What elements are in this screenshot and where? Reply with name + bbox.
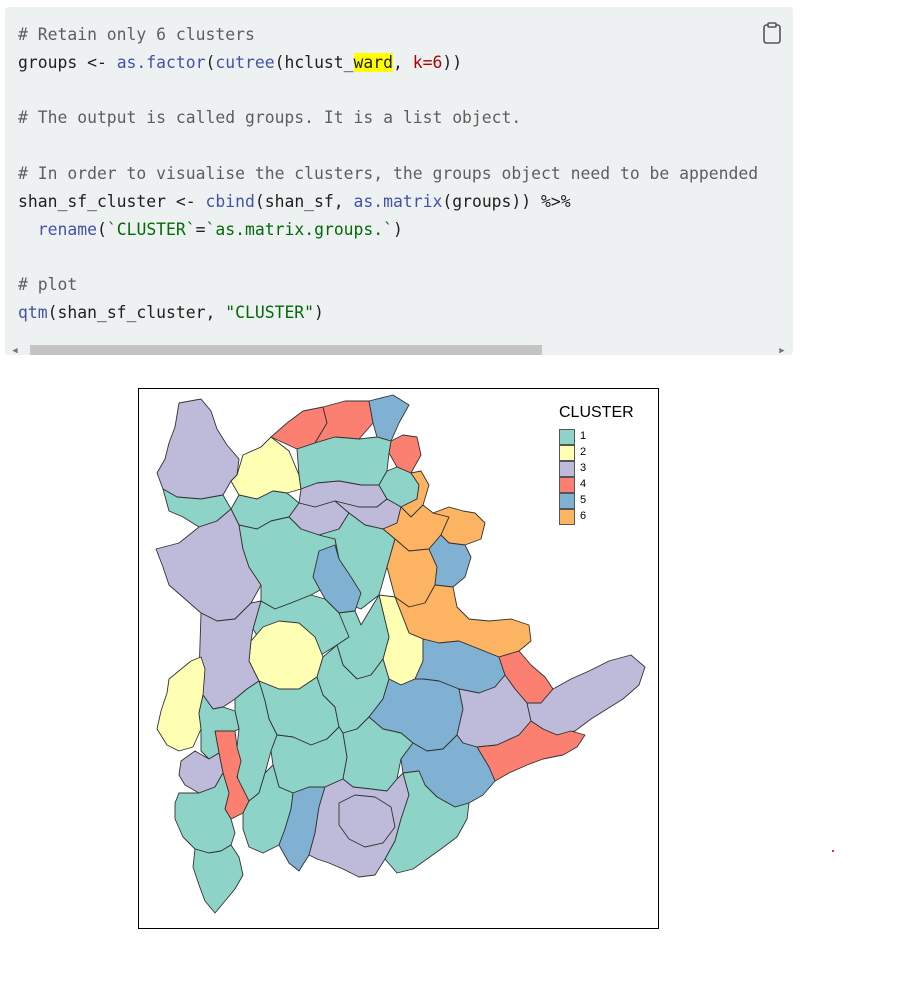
code-token: ) — [314, 302, 324, 322]
region-20 — [312, 544, 362, 614]
legend-label: 6 — [580, 510, 587, 522]
horizontal-scrollbar[interactable]: ◀ ▶ — [5, 342, 793, 355]
code-function: as.matrix — [353, 191, 443, 211]
code-string: "CLUSTER" — [225, 302, 315, 322]
code-token: ( — [96, 219, 107, 239]
code-number: 6 — [432, 52, 443, 72]
code-function: rename — [37, 219, 97, 239]
code-token: (shan_sf, — [254, 191, 354, 211]
code-token: groups <- — [18, 52, 117, 72]
code-token: = — [195, 219, 206, 239]
code-comment: # plot — [18, 275, 78, 295]
region-29 — [156, 656, 206, 752]
code-argument: k= — [412, 52, 433, 72]
legend-swatch — [559, 461, 575, 477]
code-block: # Retain only 6 clusters groups <- as.fa… — [5, 7, 793, 355]
scroll-left-arrow[interactable]: ◀ — [12, 346, 18, 355]
code-token: , — [393, 52, 413, 72]
code-token: ( — [205, 52, 216, 72]
choropleth-map — [155, 394, 646, 914]
code-token: (shan_sf_cluster, — [47, 302, 226, 322]
code-token: shan_sf_cluster <- — [18, 191, 206, 211]
copy-code-button[interactable] — [761, 21, 783, 45]
clipboard-icon — [763, 22, 781, 44]
region-1 — [156, 398, 240, 500]
legend-label: 5 — [580, 494, 587, 506]
search-highlight: ward — [353, 52, 394, 72]
region-5 — [368, 394, 410, 442]
region-49 — [338, 794, 396, 848]
code-comment: # The output is called groups. It is a l… — [18, 108, 522, 128]
region-47 — [278, 786, 326, 872]
legend-swatch — [559, 477, 575, 493]
cluster-map: CLUSTER 1 2 3 4 5 6 — [138, 388, 659, 929]
code-token: )) — [442, 52, 463, 72]
scroll-right-arrow[interactable]: ▶ — [779, 346, 785, 355]
code-comment: # Retain only 6 clusters — [18, 25, 255, 44]
code-function: qtm — [18, 302, 48, 322]
legend-swatch — [559, 429, 575, 445]
code-function: cutree — [215, 52, 275, 72]
region-45 — [174, 772, 236, 854]
code-function: as.factor — [116, 52, 206, 72]
code-token: ) — [393, 219, 403, 239]
stray-dot — [832, 850, 834, 852]
code-string: `CLUSTER` — [106, 219, 196, 239]
region-6 — [388, 434, 422, 474]
region-7 — [296, 436, 392, 490]
legend-label: 1 — [580, 430, 587, 442]
code-token — [18, 220, 38, 239]
legend-title: CLUSTER — [559, 404, 634, 421]
region-16 — [432, 506, 486, 546]
region-50 — [384, 770, 470, 874]
region-40 — [198, 694, 240, 760]
code-string: `as.matrix.groups.` — [205, 219, 394, 239]
code-text: # Retain only 6 clusters groups <- as.fa… — [18, 21, 758, 327]
legend-label: 2 — [580, 446, 587, 458]
code-token: (hclust_ — [274, 52, 354, 72]
code-comment: # In order to visualise the clusters, th… — [18, 163, 759, 183]
code-function: cbind — [205, 191, 255, 211]
legend-swatch — [559, 445, 575, 461]
legend-swatch — [559, 493, 575, 509]
scrollbar-thumb[interactable] — [30, 345, 542, 355]
code-token: (groups)) %>% — [442, 191, 571, 211]
legend-label: 4 — [580, 478, 587, 490]
region-22 — [428, 534, 472, 588]
legend-label: 3 — [580, 462, 587, 474]
legend-swatch — [559, 509, 575, 525]
region-51 — [192, 844, 244, 914]
